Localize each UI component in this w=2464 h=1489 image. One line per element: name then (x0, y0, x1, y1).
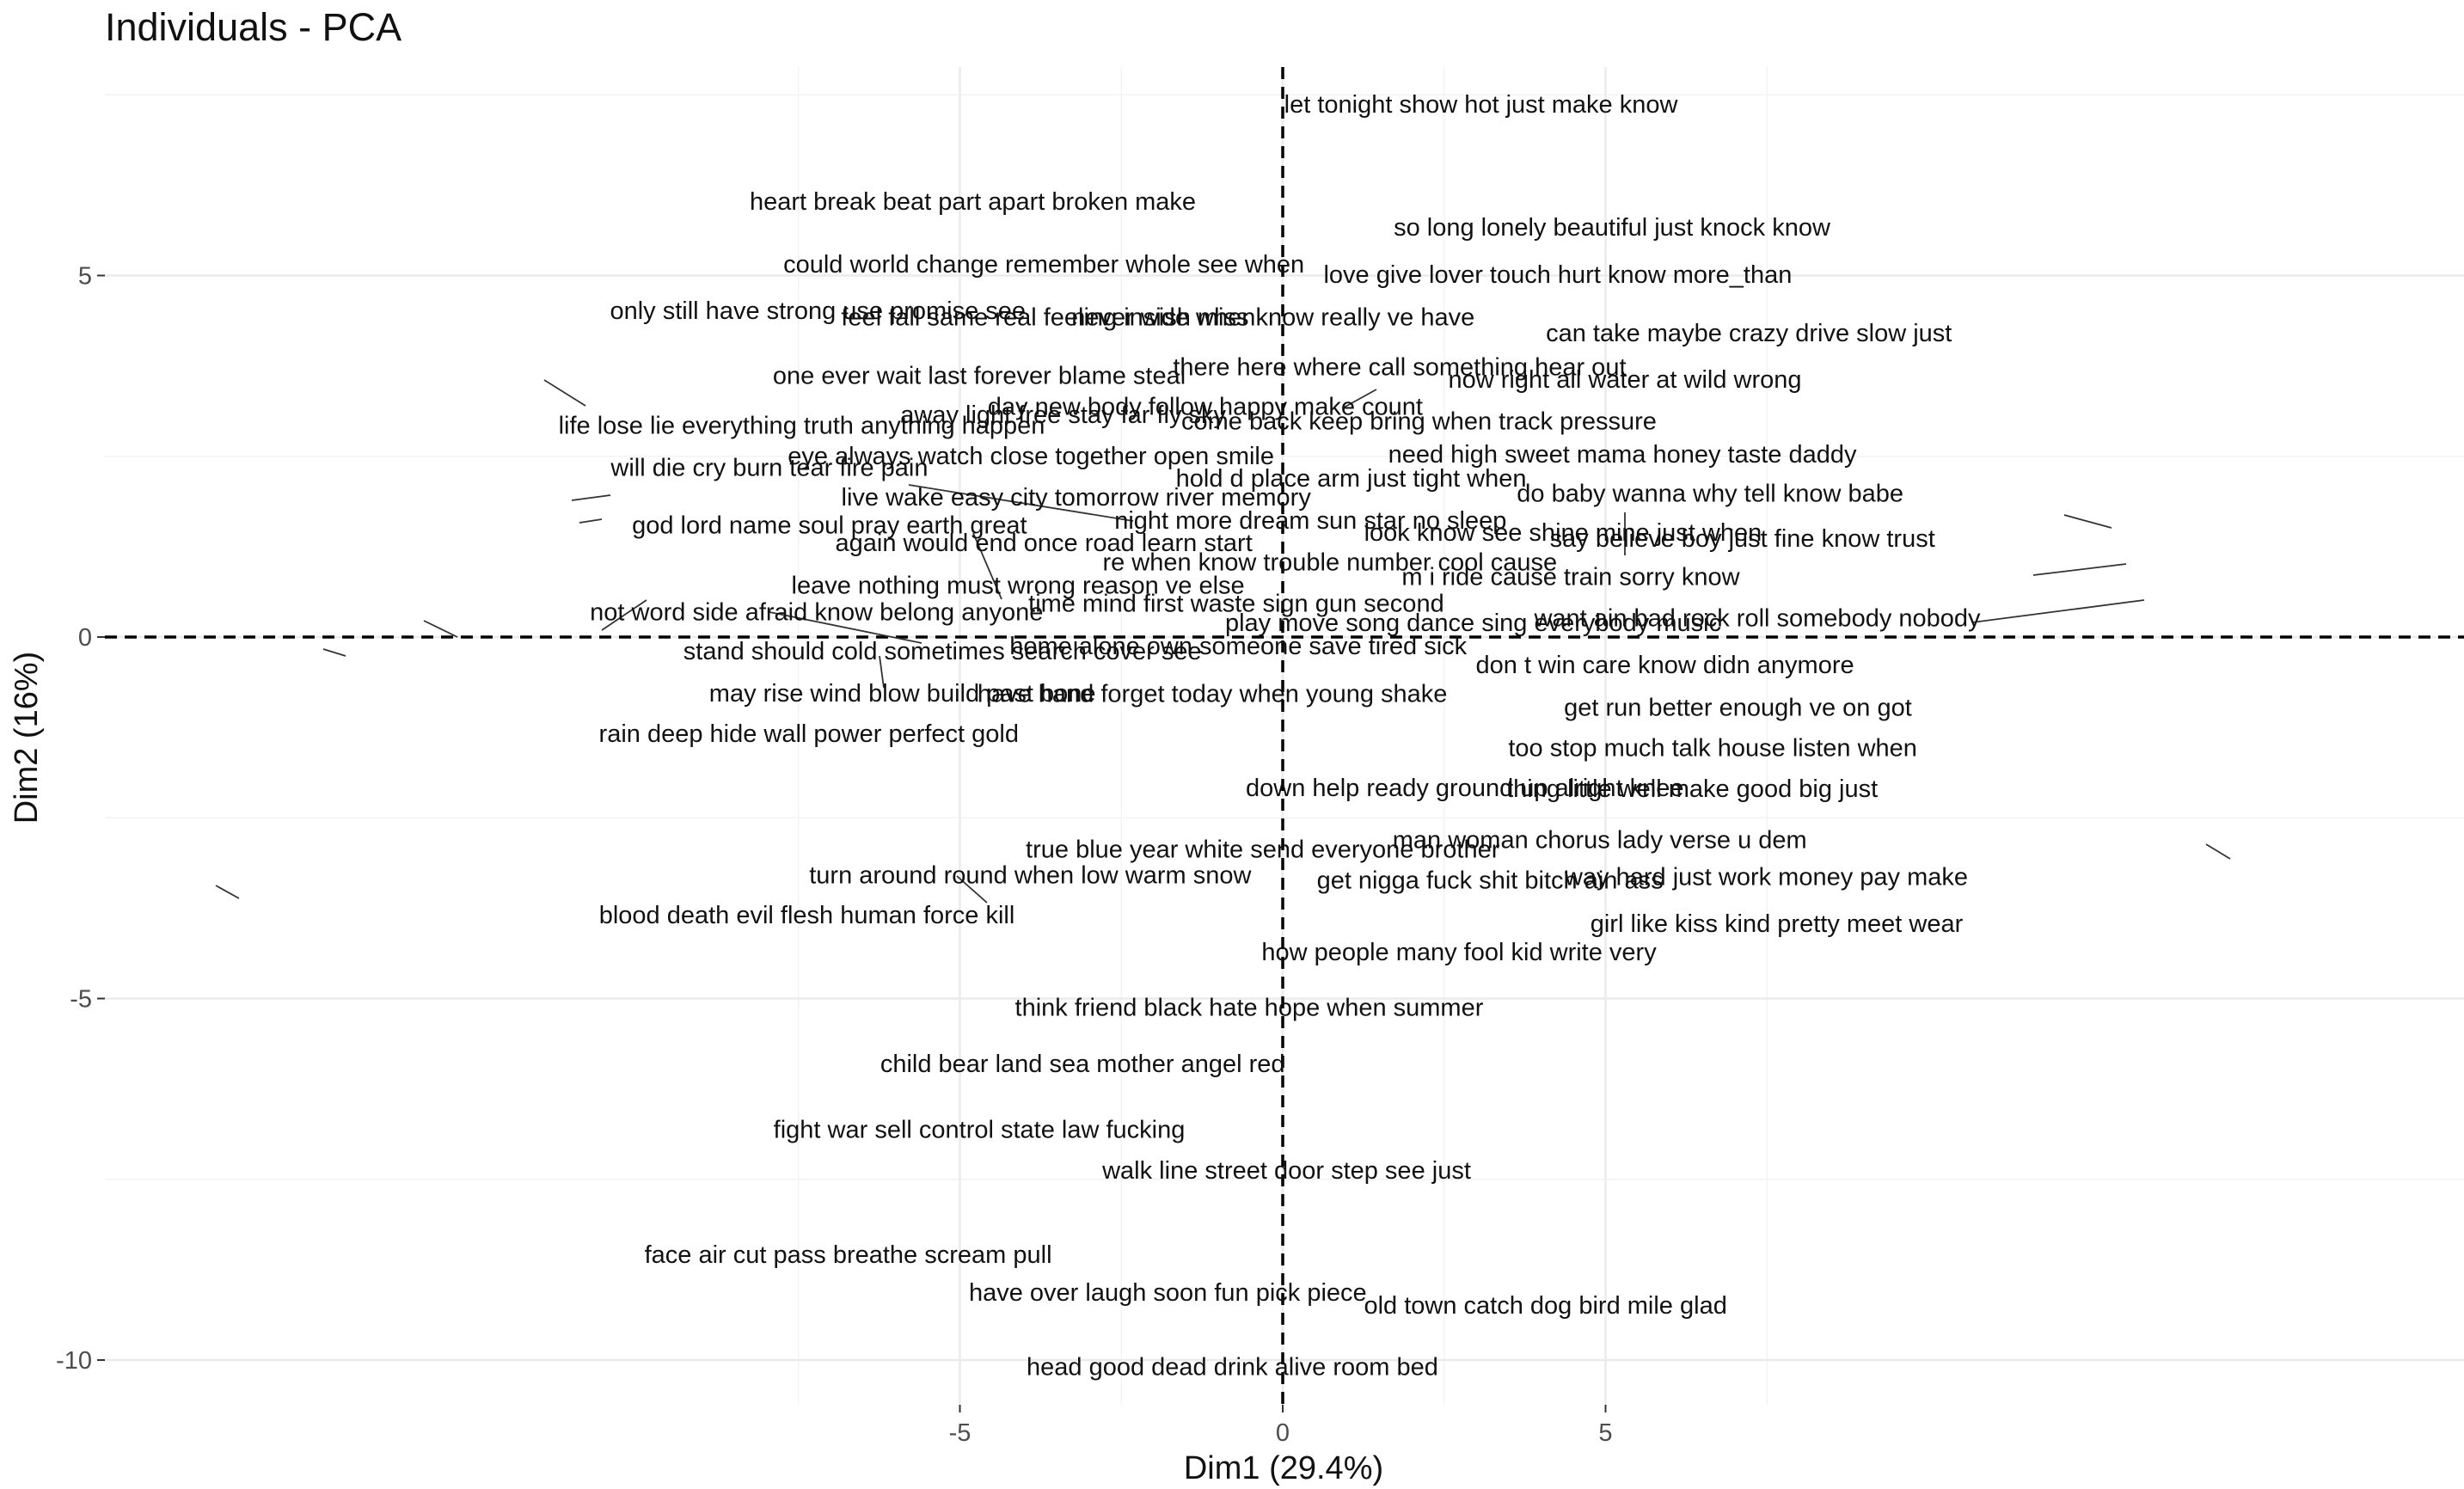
x-tick-label: 0 (1276, 1419, 1290, 1447)
leader-line (2063, 514, 2112, 529)
point-label: can take maybe crazy drive slow just (1546, 320, 1952, 347)
point-label: love give lover touch hurt know more_tha… (1323, 261, 1792, 289)
point-label: come back keep bring when track pressure (1181, 408, 1657, 436)
point-label: feel fall same real feeling inside when (841, 303, 1255, 331)
point-label: play move song dance sing everybody musi… (1225, 610, 1721, 637)
leader-line (543, 379, 586, 407)
y-tick-label: -10 (56, 1347, 92, 1375)
point-label: not word side afraid know belong anyone (590, 599, 1043, 627)
point-label: could world change remember whole see wh… (783, 251, 1304, 279)
axes: -5 0 5 5 0 -5 -10 (56, 263, 1612, 1448)
point-label: heart break beat part apart broken make (750, 188, 1196, 216)
leader-line (1971, 599, 2145, 623)
point-label: don t win care know didn anymore (1476, 652, 1854, 679)
point-label: do baby wanna why tell know babe (1517, 481, 1903, 508)
point-label: child bear land sea mother angel red (880, 1051, 1285, 1078)
point-label: want ain bad rock roll somebody nobody (1533, 604, 1981, 632)
leader-line (2032, 563, 2127, 576)
point-labels: let tonight show hot just make know heart… (559, 91, 1981, 1381)
leader-line (423, 620, 458, 638)
point-label: m i ride cause train sorry know (1401, 563, 1740, 591)
point-label: home alone own someone save tired sick (1009, 633, 1467, 660)
point-label: night more dream sun star no sleep (1114, 507, 1506, 535)
point-label: only still have strong use promise see (610, 297, 1026, 325)
point-label: blood death evil flesh human force kill (599, 902, 1015, 929)
point-label: live wake easy city tomorrow river memor… (842, 484, 1312, 512)
point-label: hold d place arm just tight when (1176, 465, 1527, 493)
point-label: girl like kiss kind pretty meet wear (1591, 910, 1964, 938)
point-label: think friend black hate hope when summer (1015, 995, 1484, 1022)
x-tick-label: -5 (949, 1419, 972, 1447)
leader-line (956, 875, 988, 904)
point-label: so long lonely beautiful just knock know (1394, 214, 1831, 242)
y-tick-label: -5 (70, 986, 92, 1014)
point-label: face air cut pass breathe scream pull (645, 1241, 1052, 1269)
leader-line (2205, 843, 2231, 860)
point-label: time mind first waste sign gun second (1028, 590, 1444, 617)
point-label: life lose lie everything truth anything … (559, 413, 1045, 440)
point-label: have hand forget today when young shake (978, 681, 1448, 708)
point-label: say believe boy just fine know trust (1550, 525, 1935, 553)
reference-lines (105, 67, 2464, 1405)
point-label: eye always watch close together open smi… (788, 443, 1274, 470)
point-label: man woman chorus lady verse u dem (1393, 826, 1807, 854)
leader-line (879, 655, 885, 689)
point-label: will die cry burn tear fire pain (610, 454, 928, 481)
point-label: too stop much talk house listen when (1508, 735, 1917, 763)
leader-line (322, 648, 346, 657)
point-label: old town catch dog bird mile glad (1364, 1292, 1726, 1320)
point-label: day new body follow happy make count (988, 394, 1423, 421)
point-label: get nigga fuck shit bitch ain ass (1317, 867, 1664, 895)
x-tick-label: 5 (1598, 1419, 1612, 1447)
point-label: one ever wait last forever blame steal (773, 363, 1186, 390)
y-tick-label: 0 (78, 624, 92, 652)
point-label: head good dead drink alive room bed (1027, 1354, 1438, 1382)
leader-line (972, 532, 1002, 600)
point-label: may rise wind blow build past bone (709, 680, 1096, 708)
leader-line (579, 518, 603, 524)
leader-line (908, 484, 1134, 522)
leader-line (1343, 389, 1377, 408)
point-label: way hard just work money pay make (1564, 863, 1968, 891)
point-label: thing little well make good big just (1506, 775, 1878, 803)
point-label: get run better enough ve on got (1564, 695, 1912, 722)
point-label: there here where call something hear out (1173, 353, 1626, 381)
chart-title: Individuals - PCA (105, 5, 401, 49)
point-label: fight war sell control state law fucking (774, 1117, 1186, 1144)
point-label: stand should cold sometimes search cover… (683, 638, 1202, 665)
point-label: turn around round when low warm snow (809, 862, 1252, 890)
x-axis-title: Dim1 (29.4%) (1184, 1450, 1383, 1486)
point-label: never wish miss know really ve have (1071, 303, 1474, 331)
point-label: have over laugh soon fun pick piece (969, 1279, 1367, 1307)
point-label: leave nothing must wrong reason ve else (792, 572, 1245, 599)
point-label: re when know trouble number cool cause (1102, 549, 1557, 577)
point-label: let tonight show hot just make know (1284, 91, 1679, 119)
leader-line (215, 885, 240, 899)
point-label: true blue year white send everyone broth… (1026, 836, 1500, 863)
point-label: again would end once road learn start (835, 530, 1252, 557)
point-label: now right all water at wild wrong (1449, 366, 1802, 394)
point-label: look know see shine mine just when (1364, 519, 1762, 547)
label-leader-lines (215, 379, 2231, 904)
point-label: down help ready ground up alright knee (1246, 775, 1683, 802)
leader-line (571, 494, 611, 501)
point-label: need high sweet mama honey taste daddy (1388, 441, 1857, 469)
y-tick-label: 5 (78, 263, 92, 291)
y-axis-title: Dim2 (16%) (9, 652, 45, 824)
leader-line (601, 599, 647, 631)
leader-line (769, 611, 922, 644)
point-label: walk line street door step see just (1101, 1157, 1471, 1185)
point-label: god lord name soul pray earth great (632, 512, 1027, 540)
point-label: how people many fool kid write very (1261, 939, 1657, 966)
point-label: rain deep hide wall power perfect gold (599, 720, 1019, 748)
point-label: away light free stay far fly sky (900, 401, 1226, 429)
